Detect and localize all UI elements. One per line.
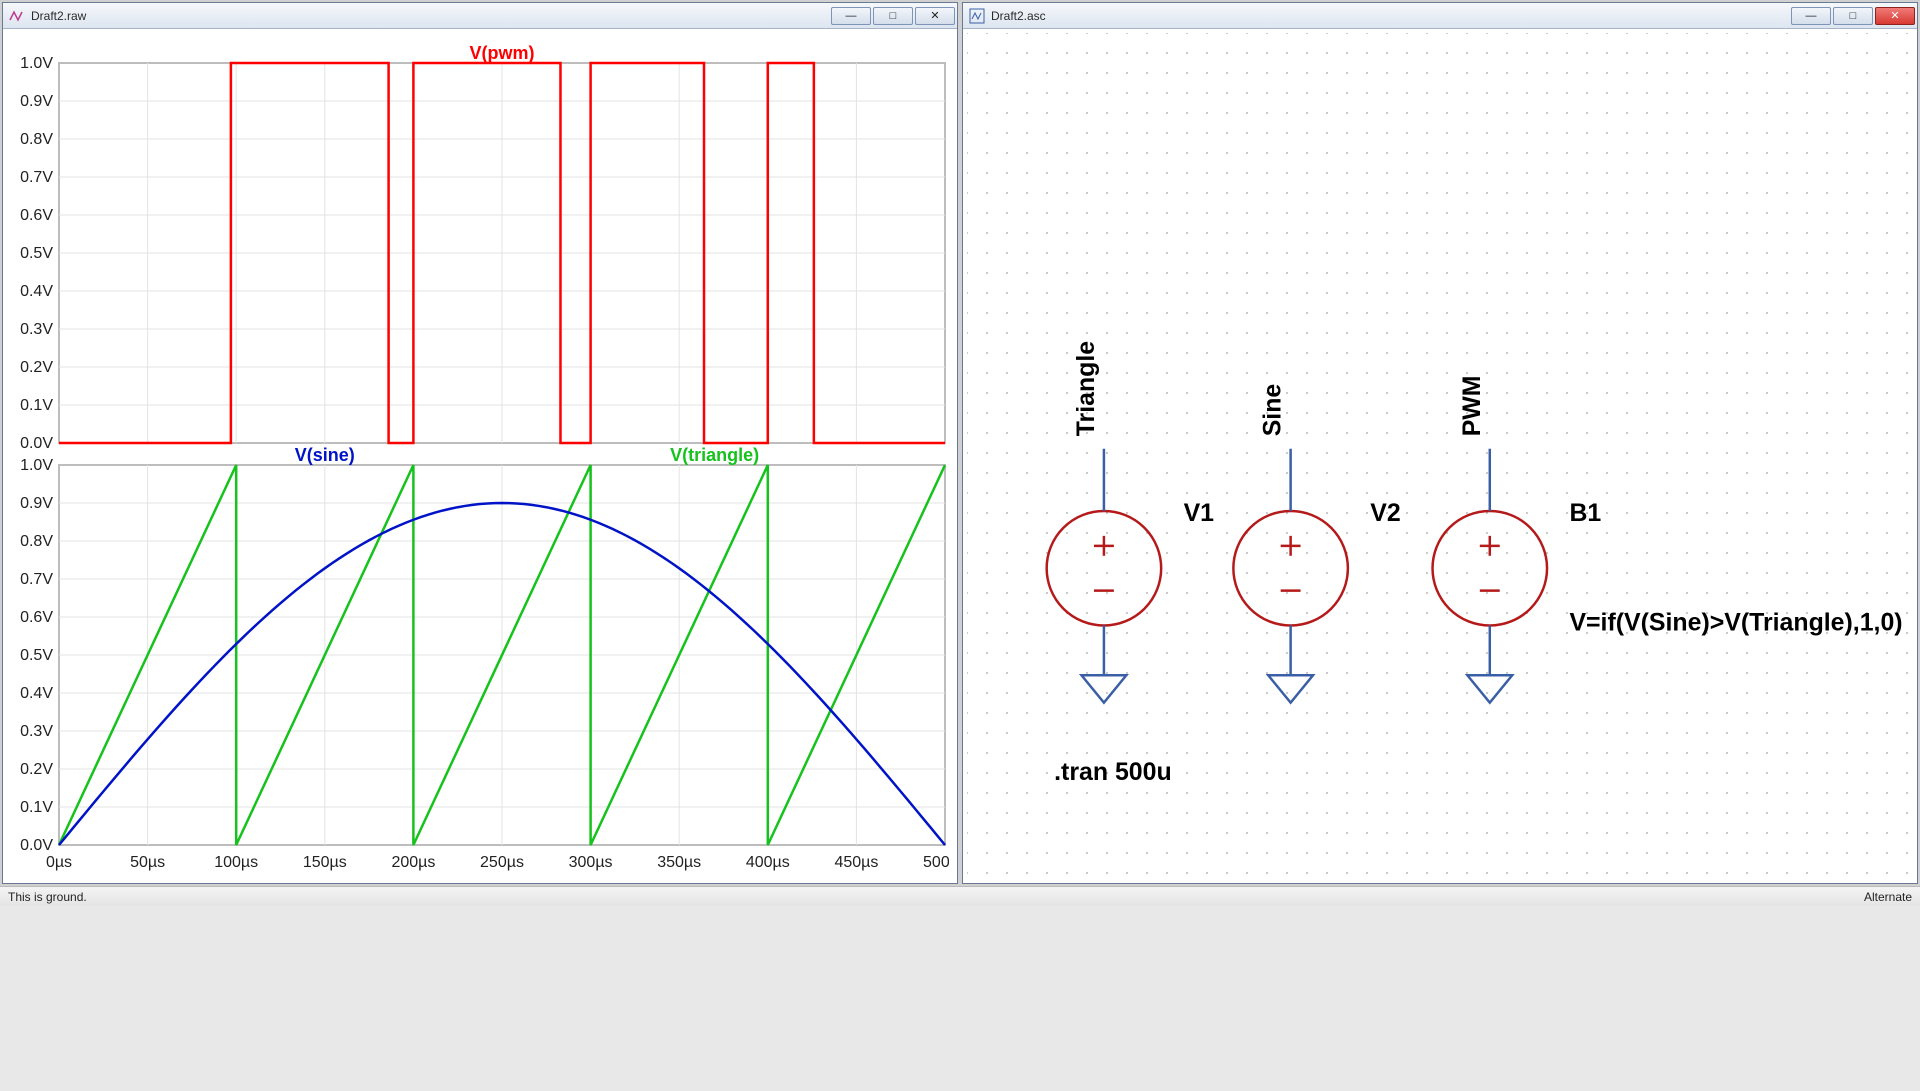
y-tick-label: 0.7V xyxy=(20,571,53,588)
y-tick-label: 0.8V xyxy=(20,533,53,550)
y-tick-label: 0.7V xyxy=(20,169,53,186)
x-tick-label: 500µs xyxy=(923,854,949,871)
ground-symbol[interactable] xyxy=(1268,675,1313,702)
y-tick-label: 0.3V xyxy=(20,723,53,740)
source-V1[interactable] xyxy=(1047,511,1162,626)
waveform-titlebar[interactable]: Draft2.raw — □ ✕ xyxy=(3,3,957,29)
refdes-label[interactable]: B1 xyxy=(1569,499,1601,527)
y-tick-label: 0.6V xyxy=(20,609,53,626)
schematic-minimize-button[interactable]: — xyxy=(1791,7,1831,25)
status-left: This is ground. xyxy=(8,890,87,904)
x-tick-label: 250µs xyxy=(480,854,524,871)
trace-title[interactable]: V(pwm) xyxy=(470,43,535,63)
y-tick-label: 0.2V xyxy=(20,761,53,778)
y-tick-label: 0.8V xyxy=(20,131,53,148)
y-tick-label: 0.9V xyxy=(20,495,53,512)
waveform-close-button[interactable]: ✕ xyxy=(915,7,955,25)
waveform-maximize-button[interactable]: □ xyxy=(873,7,913,25)
x-tick-label: 400µs xyxy=(746,854,790,871)
x-tick-label: 200µs xyxy=(391,854,435,871)
y-tick-label: 0.1V xyxy=(20,397,53,414)
y-tick-label: 0.3V xyxy=(20,321,53,338)
source-V2[interactable] xyxy=(1233,511,1348,626)
schematic-maximize-button[interactable]: □ xyxy=(1833,7,1873,25)
schematic-titlebar[interactable]: Draft2.asc — □ ✕ xyxy=(963,3,1917,29)
y-tick-label: 0.4V xyxy=(20,685,53,702)
waveform-minimize-button[interactable]: — xyxy=(831,7,871,25)
bv-expression[interactable]: V=if(V(Sine)>V(Triangle),1,0) xyxy=(1569,608,1902,636)
waveform-window: Draft2.raw — □ ✕ 0µs 50µs 100µs 150µs 200µs 2… xyxy=(2,2,958,884)
x-tick-label: 150µs xyxy=(303,854,347,871)
x-tick-label: 50µs xyxy=(130,854,165,871)
y-tick-label: 0.2V xyxy=(20,359,53,376)
y-tick-label: 0.0V xyxy=(20,837,53,854)
refdes-label[interactable]: V2 xyxy=(1370,499,1400,527)
y-tick-label: 0.1V xyxy=(20,799,53,816)
x-tick-label: 300µs xyxy=(569,854,613,871)
source-B1[interactable] xyxy=(1433,511,1548,626)
ground-symbol[interactable] xyxy=(1082,675,1127,702)
schematic-canvas[interactable]: V1 Triangle V2 Sine B1 PWM V=if(V(Sine)>V(Tria… xyxy=(967,33,1913,1091)
schematic-title: Draft2.asc xyxy=(991,9,1785,23)
spice-directive[interactable]: .tran 500u xyxy=(1054,758,1172,786)
refdes-label[interactable]: V1 xyxy=(1184,499,1215,527)
waveform-title: Draft2.raw xyxy=(31,9,825,23)
y-tick-label: 0.6V xyxy=(20,207,53,224)
trace-title[interactable]: V(sine) xyxy=(295,445,355,465)
schematic-close-button[interactable]: ✕ xyxy=(1875,7,1915,25)
y-tick-label: 0.0V xyxy=(20,435,53,452)
ltspice-icon xyxy=(969,8,985,24)
y-tick-label: 0.9V xyxy=(20,93,53,110)
ground-symbol[interactable] xyxy=(1467,675,1512,702)
x-tick-label: 450µs xyxy=(834,854,878,871)
y-tick-label: 0.4V xyxy=(20,283,53,300)
trace-title[interactable]: V(triangle) xyxy=(670,445,759,465)
schematic-body[interactable]: V1 Triangle V2 Sine B1 PWM V=if(V(Sine)>V(Tria… xyxy=(963,29,1917,883)
x-tick-label: 350µs xyxy=(657,854,701,871)
net-label[interactable]: Triangle xyxy=(1072,341,1100,436)
x-tick-label: 0µs xyxy=(46,854,72,871)
net-label[interactable]: Sine xyxy=(1259,384,1287,437)
y-tick-label: 1.0V xyxy=(20,457,53,474)
y-tick-label: 0.5V xyxy=(20,647,53,664)
waveform-icon xyxy=(9,8,25,24)
waveform-body[interactable]: 0µs 50µs 100µs 150µs 200µs 250µs 300µs 350µs 400… xyxy=(3,29,957,883)
schematic-window: Draft2.asc — □ ✕ V1 Triangle V2 Sine B1 PWM V=… xyxy=(962,2,1918,884)
y-tick-label: 1.0V xyxy=(20,55,53,72)
net-label[interactable]: PWM xyxy=(1458,375,1486,436)
x-tick-label: 100µs xyxy=(214,854,258,871)
y-tick-label: 0.5V xyxy=(20,245,53,262)
